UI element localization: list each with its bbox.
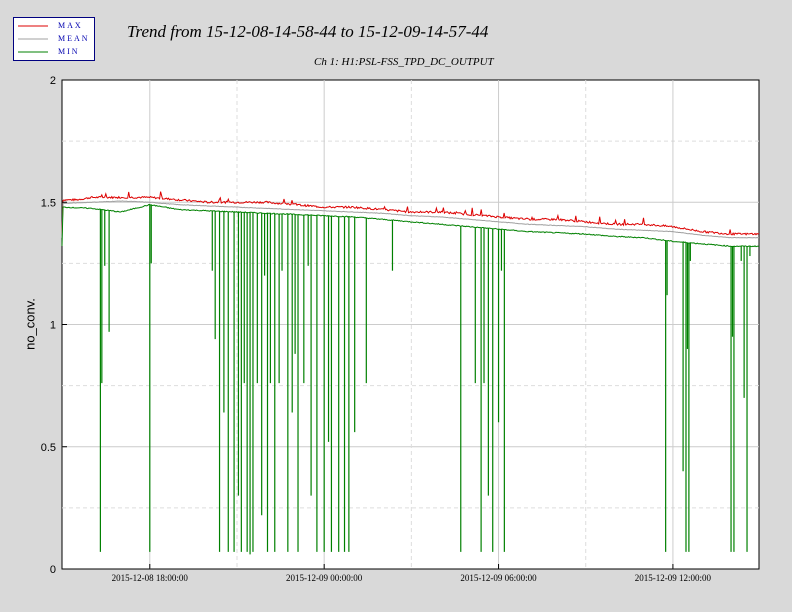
- y-tick-label: 0.5: [41, 442, 56, 454]
- legend-label-min: MIN: [58, 47, 80, 56]
- y-tick-label: 1.5: [41, 197, 56, 209]
- y-tick-label: 0: [50, 564, 56, 576]
- series-line-min: [61, 203, 760, 248]
- x-tick-label: 2015-12-09 06:00:00: [460, 573, 537, 583]
- legend: MAX MEAN MIN: [13, 17, 95, 61]
- chart-subtitle: Ch 1: H1:PSL-FSS_TPD_DC_OUTPUT: [314, 56, 494, 68]
- y-tick-label: 1: [50, 320, 56, 332]
- y-tick-label: 2: [50, 75, 56, 87]
- series-group: [61, 191, 760, 555]
- legend-label-max: MAX: [58, 21, 83, 30]
- axes: 0 0.5 1 1.5 2 2015-12-08 18:00:00 2015-12-09 0…: [41, 75, 712, 583]
- series-line-mean: [61, 200, 759, 239]
- x-tick-label: 2015-12-09 00:00:00: [286, 573, 363, 583]
- legend-label-mean: MEAN: [58, 34, 90, 43]
- x-tick-label: 2015-12-09 12:00:00: [635, 573, 712, 583]
- series-line-max: [61, 191, 760, 236]
- x-tick-label: 2015-12-08 18:00:00: [112, 573, 189, 583]
- y-axis-label: no_conv.: [22, 298, 38, 350]
- chart-title: Trend from 15-12-08-14-58-44 to 15-12-09…: [127, 22, 489, 41]
